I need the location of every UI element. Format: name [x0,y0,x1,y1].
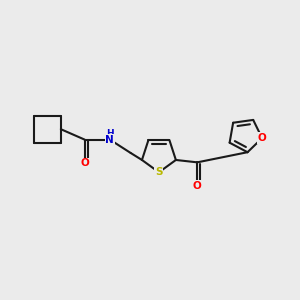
Text: H: H [106,129,114,138]
Text: S: S [155,167,163,177]
Text: O: O [258,133,266,143]
Text: O: O [80,158,89,168]
Text: N: N [106,135,114,145]
Text: O: O [193,181,202,190]
